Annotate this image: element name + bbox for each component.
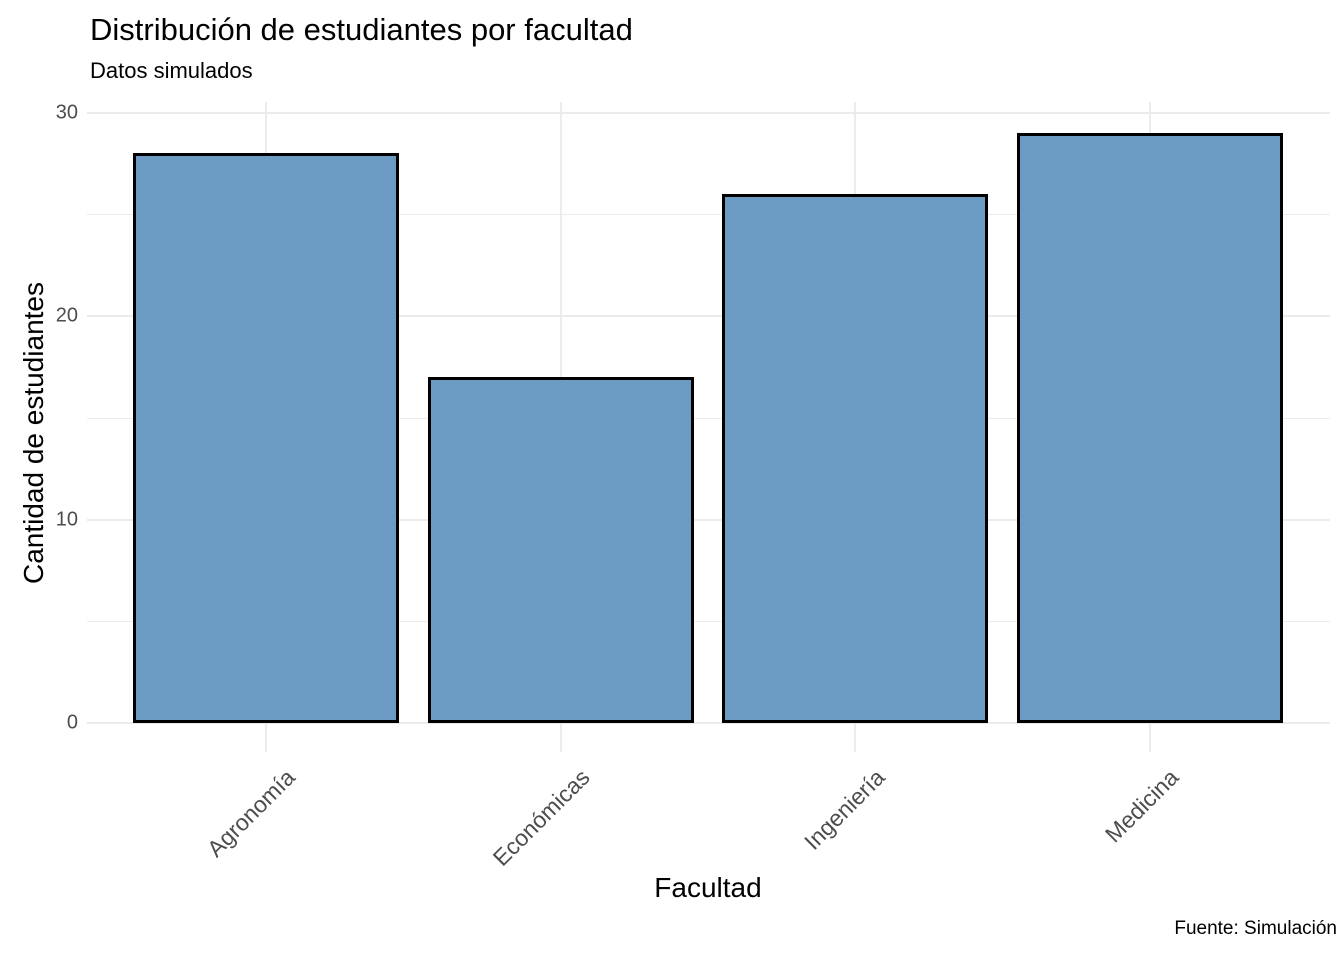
x-axis-title: Facultad xyxy=(654,872,762,903)
x-tick-label: Económicas xyxy=(487,764,595,871)
gridline-y-major xyxy=(87,518,1330,521)
plot-panel xyxy=(87,102,1330,752)
chart-caption: Fuente: Simulación xyxy=(1174,918,1337,939)
y-tick-label: 0 xyxy=(66,711,78,734)
chart-title: Distribución de estudiantes por facultad xyxy=(90,12,633,47)
gridline-y-minor xyxy=(87,417,1330,419)
gridline-y-major xyxy=(87,315,1330,317)
gridline-y-minor xyxy=(87,214,1330,216)
bar xyxy=(133,153,399,723)
x-tick-label: Agronomía xyxy=(202,764,301,862)
bar xyxy=(722,193,988,723)
bar xyxy=(1016,132,1283,723)
y-axis-title: Cantidad de estudiantes xyxy=(18,282,49,584)
x-tick-label: Ingeniería xyxy=(798,764,890,855)
gridline-y-minor xyxy=(87,621,1330,623)
y-tick-label: 10 xyxy=(55,508,78,530)
gridline-y-major xyxy=(87,722,1330,724)
bar xyxy=(427,377,694,723)
y-tick-label: 30 xyxy=(55,101,78,123)
gridline-y-major xyxy=(87,111,1330,114)
y-tick-label: 20 xyxy=(55,304,78,327)
x-tick-label: Medicina xyxy=(1100,764,1184,848)
chart-subtitle: Datos simulados xyxy=(90,58,253,83)
